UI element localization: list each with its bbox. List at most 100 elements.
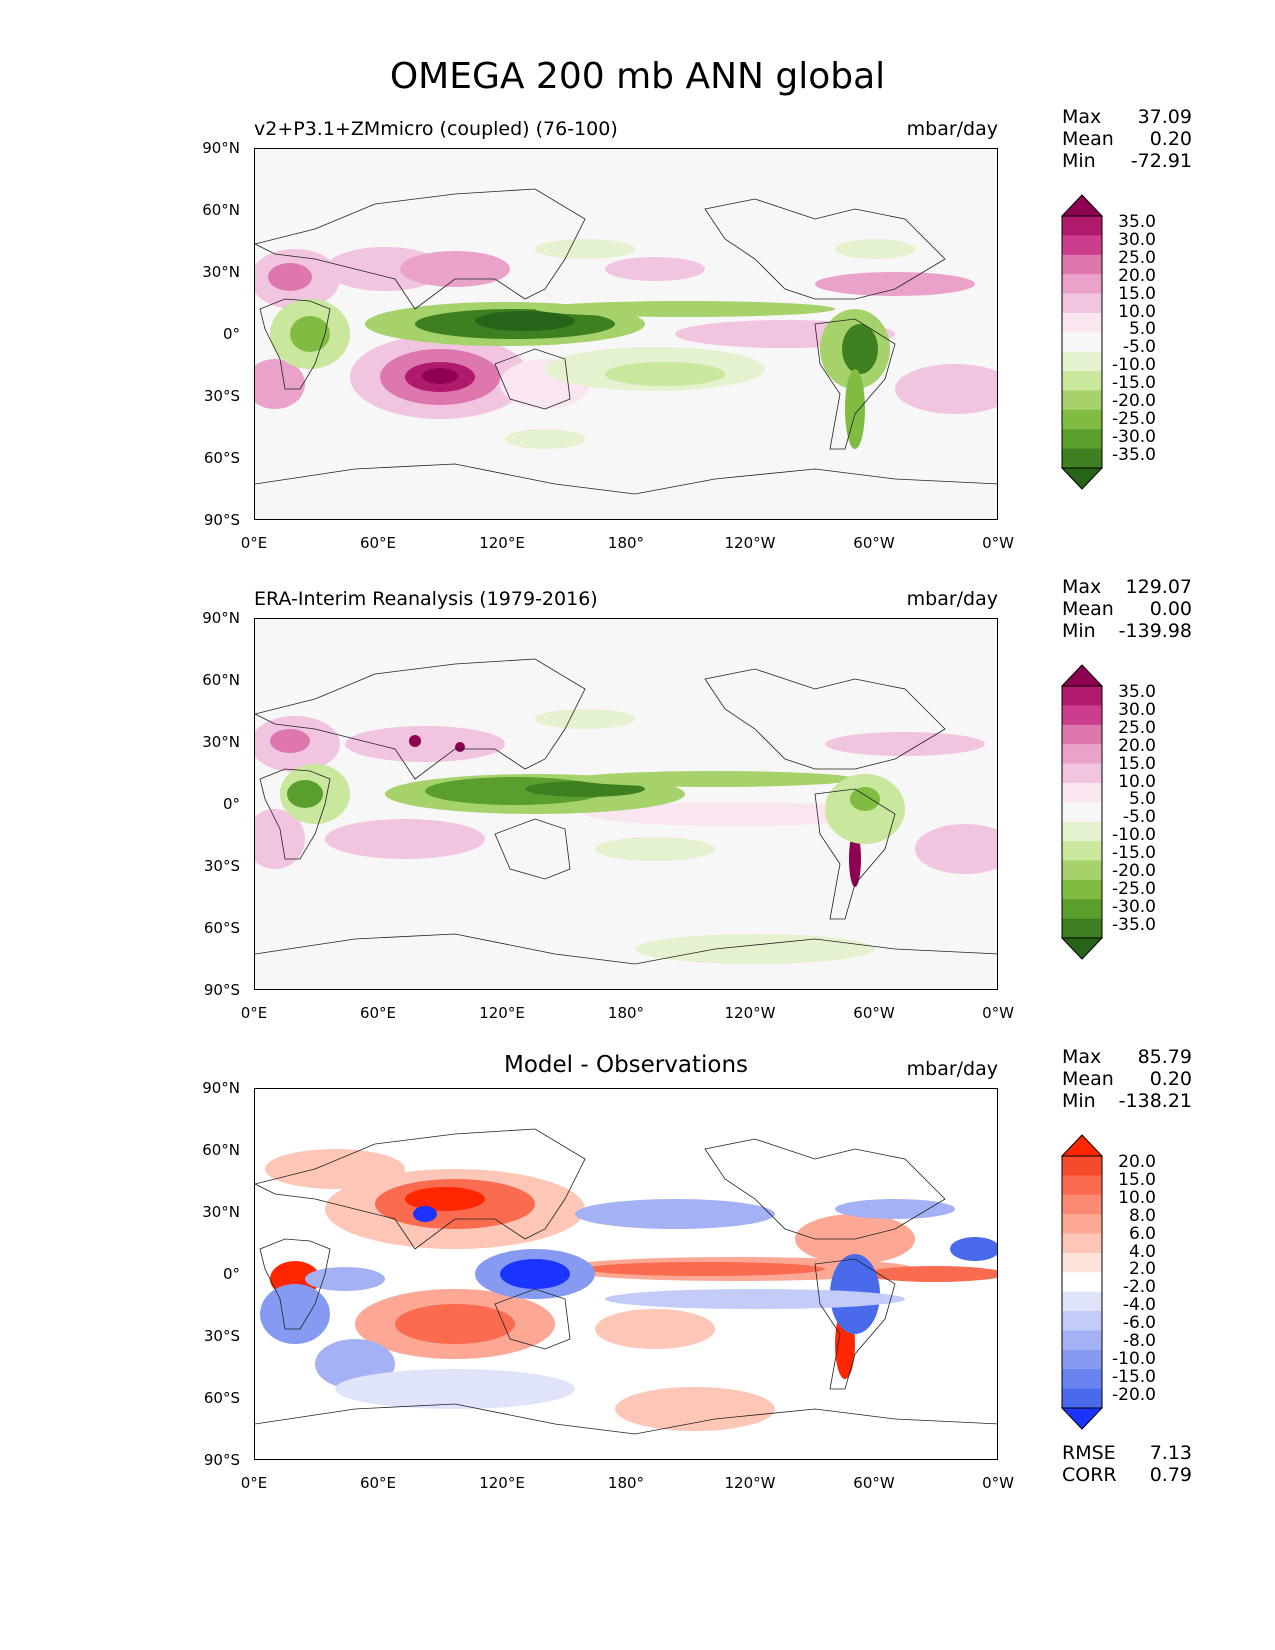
panel-subtitle: ERA-Interim Reanalysis (1979-2016)	[254, 588, 598, 610]
colorbar-segment	[1062, 918, 1102, 939]
y-tick-label: 90°S	[203, 1451, 240, 1469]
y-tick-label: 90°S	[203, 981, 240, 999]
y-tick-label: 90°N	[202, 609, 240, 627]
panel-model: v2+P3.1+ZMmicro (coupled) (76-100) mbar/…	[0, 106, 1275, 578]
x-tick-label: 120°W	[724, 1004, 776, 1022]
stats-box: Max 37.09 Mean 0.20 Min -72.91	[1062, 106, 1192, 172]
panel-obs: ERA-Interim Reanalysis (1979-2016) mbar/…	[0, 576, 1275, 1048]
colorbar-segment	[1062, 429, 1102, 450]
colorbar-tick-label: 10.0	[1118, 771, 1156, 792]
colorbar-tick-label: -8.0	[1122, 1331, 1156, 1352]
colorbar-segment	[1062, 409, 1102, 430]
colorbar-segment	[1062, 1349, 1102, 1370]
colorbar-extend-top	[1060, 194, 1104, 217]
x-tick-label: 0°E	[240, 534, 268, 552]
colorbar-tick-label: -30.0	[1112, 896, 1156, 917]
y-tick-label: 30°S	[203, 1327, 240, 1345]
colorbar-labels: 20.0 15.0 10.0 8.0 6.0 4.0 2.0 -2.0 -4.0 -6.0 -8.0…	[1104, 1152, 1156, 1405]
colorbar-frame	[1061, 1155, 1103, 1409]
stat-mean: 0.20	[1149, 128, 1192, 150]
x-tick-label: 60°E	[359, 1004, 397, 1022]
colorbar-tick-label: -30.0	[1112, 426, 1156, 447]
colorbar-tick-label: 20.0	[1118, 1152, 1156, 1172]
colorbar-segment	[1062, 1369, 1102, 1390]
colorbar-segment	[1062, 782, 1102, 803]
colorbar-extend-bottom	[1060, 467, 1104, 490]
colorbar-segment	[1062, 821, 1102, 842]
colorbar-segment	[1062, 1311, 1102, 1331]
colorbar-tick-label: 30.0	[1118, 229, 1156, 250]
corr-label: CORR	[1062, 1464, 1117, 1486]
y-tick-label: 0°	[222, 795, 240, 813]
stats-box: Max 85.79 Mean 0.20 Min -138.21	[1062, 1046, 1192, 1112]
panel-diff: Model - Observations mbar/day	[0, 1046, 1275, 1518]
colorbar-segment	[1062, 312, 1102, 333]
colorbar-tick-label: 15.0	[1118, 753, 1156, 774]
colorbar-tick-label: 35.0	[1118, 212, 1156, 232]
y-tick-label: 60°S	[203, 1389, 240, 1407]
colorbar	[1060, 664, 1104, 960]
colorbar-extend-top	[1060, 1134, 1104, 1157]
stat-min: -139.98	[1118, 620, 1192, 642]
map-field	[255, 1089, 997, 1459]
colorbar-extend-bottom	[1060, 1407, 1104, 1430]
colorbar-segment	[1062, 216, 1102, 236]
colorbar-segment	[1062, 293, 1102, 314]
colorbar-segment	[1062, 448, 1102, 469]
colorbar-segment	[1062, 879, 1102, 900]
map-field	[255, 619, 997, 989]
colorbar-segment	[1062, 390, 1102, 411]
colorbar-segment	[1062, 1214, 1102, 1235]
stat-label: Max	[1062, 1046, 1102, 1068]
x-tick-label: 120°E	[479, 534, 525, 552]
colorbar-tick-label: -6.0	[1122, 1313, 1156, 1334]
x-tick-label: 0°W	[982, 1474, 1014, 1492]
colorbar-tick-label: -10.0	[1112, 355, 1156, 376]
colorbar-tick-label: -20.0	[1112, 861, 1156, 882]
colorbar-segment	[1062, 351, 1102, 372]
colorbar-segment	[1062, 1388, 1102, 1409]
colorbar-segment	[1062, 332, 1102, 353]
stat-max: 37.09	[1137, 106, 1192, 128]
y-tick-label: 30°S	[203, 857, 240, 875]
stat-max: 129.07	[1125, 576, 1192, 598]
x-tick-label: 0°W	[982, 1004, 1014, 1022]
colorbar-tick-label: 20.0	[1118, 265, 1156, 286]
colorbar-extend-bottom	[1060, 937, 1104, 960]
colorbar-tick-label: -35.0	[1112, 914, 1156, 935]
colorbar-segment	[1062, 1233, 1102, 1254]
colorbar-segment	[1062, 1272, 1102, 1293]
x-tick-label: 60°W	[853, 534, 895, 552]
stat-max: 85.79	[1137, 1046, 1192, 1068]
colorbar-tick-label: 25.0	[1118, 717, 1156, 738]
units-label: mbar/day	[906, 118, 998, 140]
y-tick-label: 30°S	[203, 387, 240, 405]
colorbar-tick-label: 8.0	[1128, 1205, 1156, 1226]
x-tick-label: 120°W	[724, 1474, 776, 1492]
colorbar-tick-label: 10.0	[1118, 1187, 1156, 1208]
map-obs	[254, 618, 998, 990]
colorbar-tick-label: -15.0	[1112, 373, 1156, 394]
x-tick-label: 60°W	[853, 1474, 895, 1492]
colorbar-tick-label: -25.0	[1112, 408, 1156, 429]
y-tick-label: 90°N	[202, 139, 240, 157]
colorbar-tick-label: -5.0	[1122, 807, 1156, 828]
colorbar-segment	[1062, 802, 1102, 823]
colorbar-segment	[1062, 1194, 1102, 1215]
stat-mean: 0.00	[1149, 598, 1192, 620]
map-field	[255, 149, 997, 519]
colorbar-tick-label: -15.0	[1112, 1366, 1156, 1387]
colorbar-extend-top	[1060, 664, 1104, 687]
y-tick-label: 30°N	[202, 733, 240, 751]
colorbar	[1060, 1134, 1104, 1430]
stat-label: Mean	[1062, 128, 1114, 150]
colorbar-tick-label: -2.0	[1122, 1277, 1156, 1298]
stat-min: -72.91	[1130, 150, 1192, 172]
colorbar-segment	[1062, 744, 1102, 765]
colorbar-segment	[1062, 841, 1102, 861]
x-tick-label: 180°	[607, 1004, 645, 1022]
colorbar-tick-label: 20.0	[1118, 735, 1156, 756]
colorbar-segment	[1062, 235, 1102, 256]
colorbar-tick-label: 2.0	[1128, 1259, 1156, 1280]
x-tick-label: 60°W	[853, 1004, 895, 1022]
